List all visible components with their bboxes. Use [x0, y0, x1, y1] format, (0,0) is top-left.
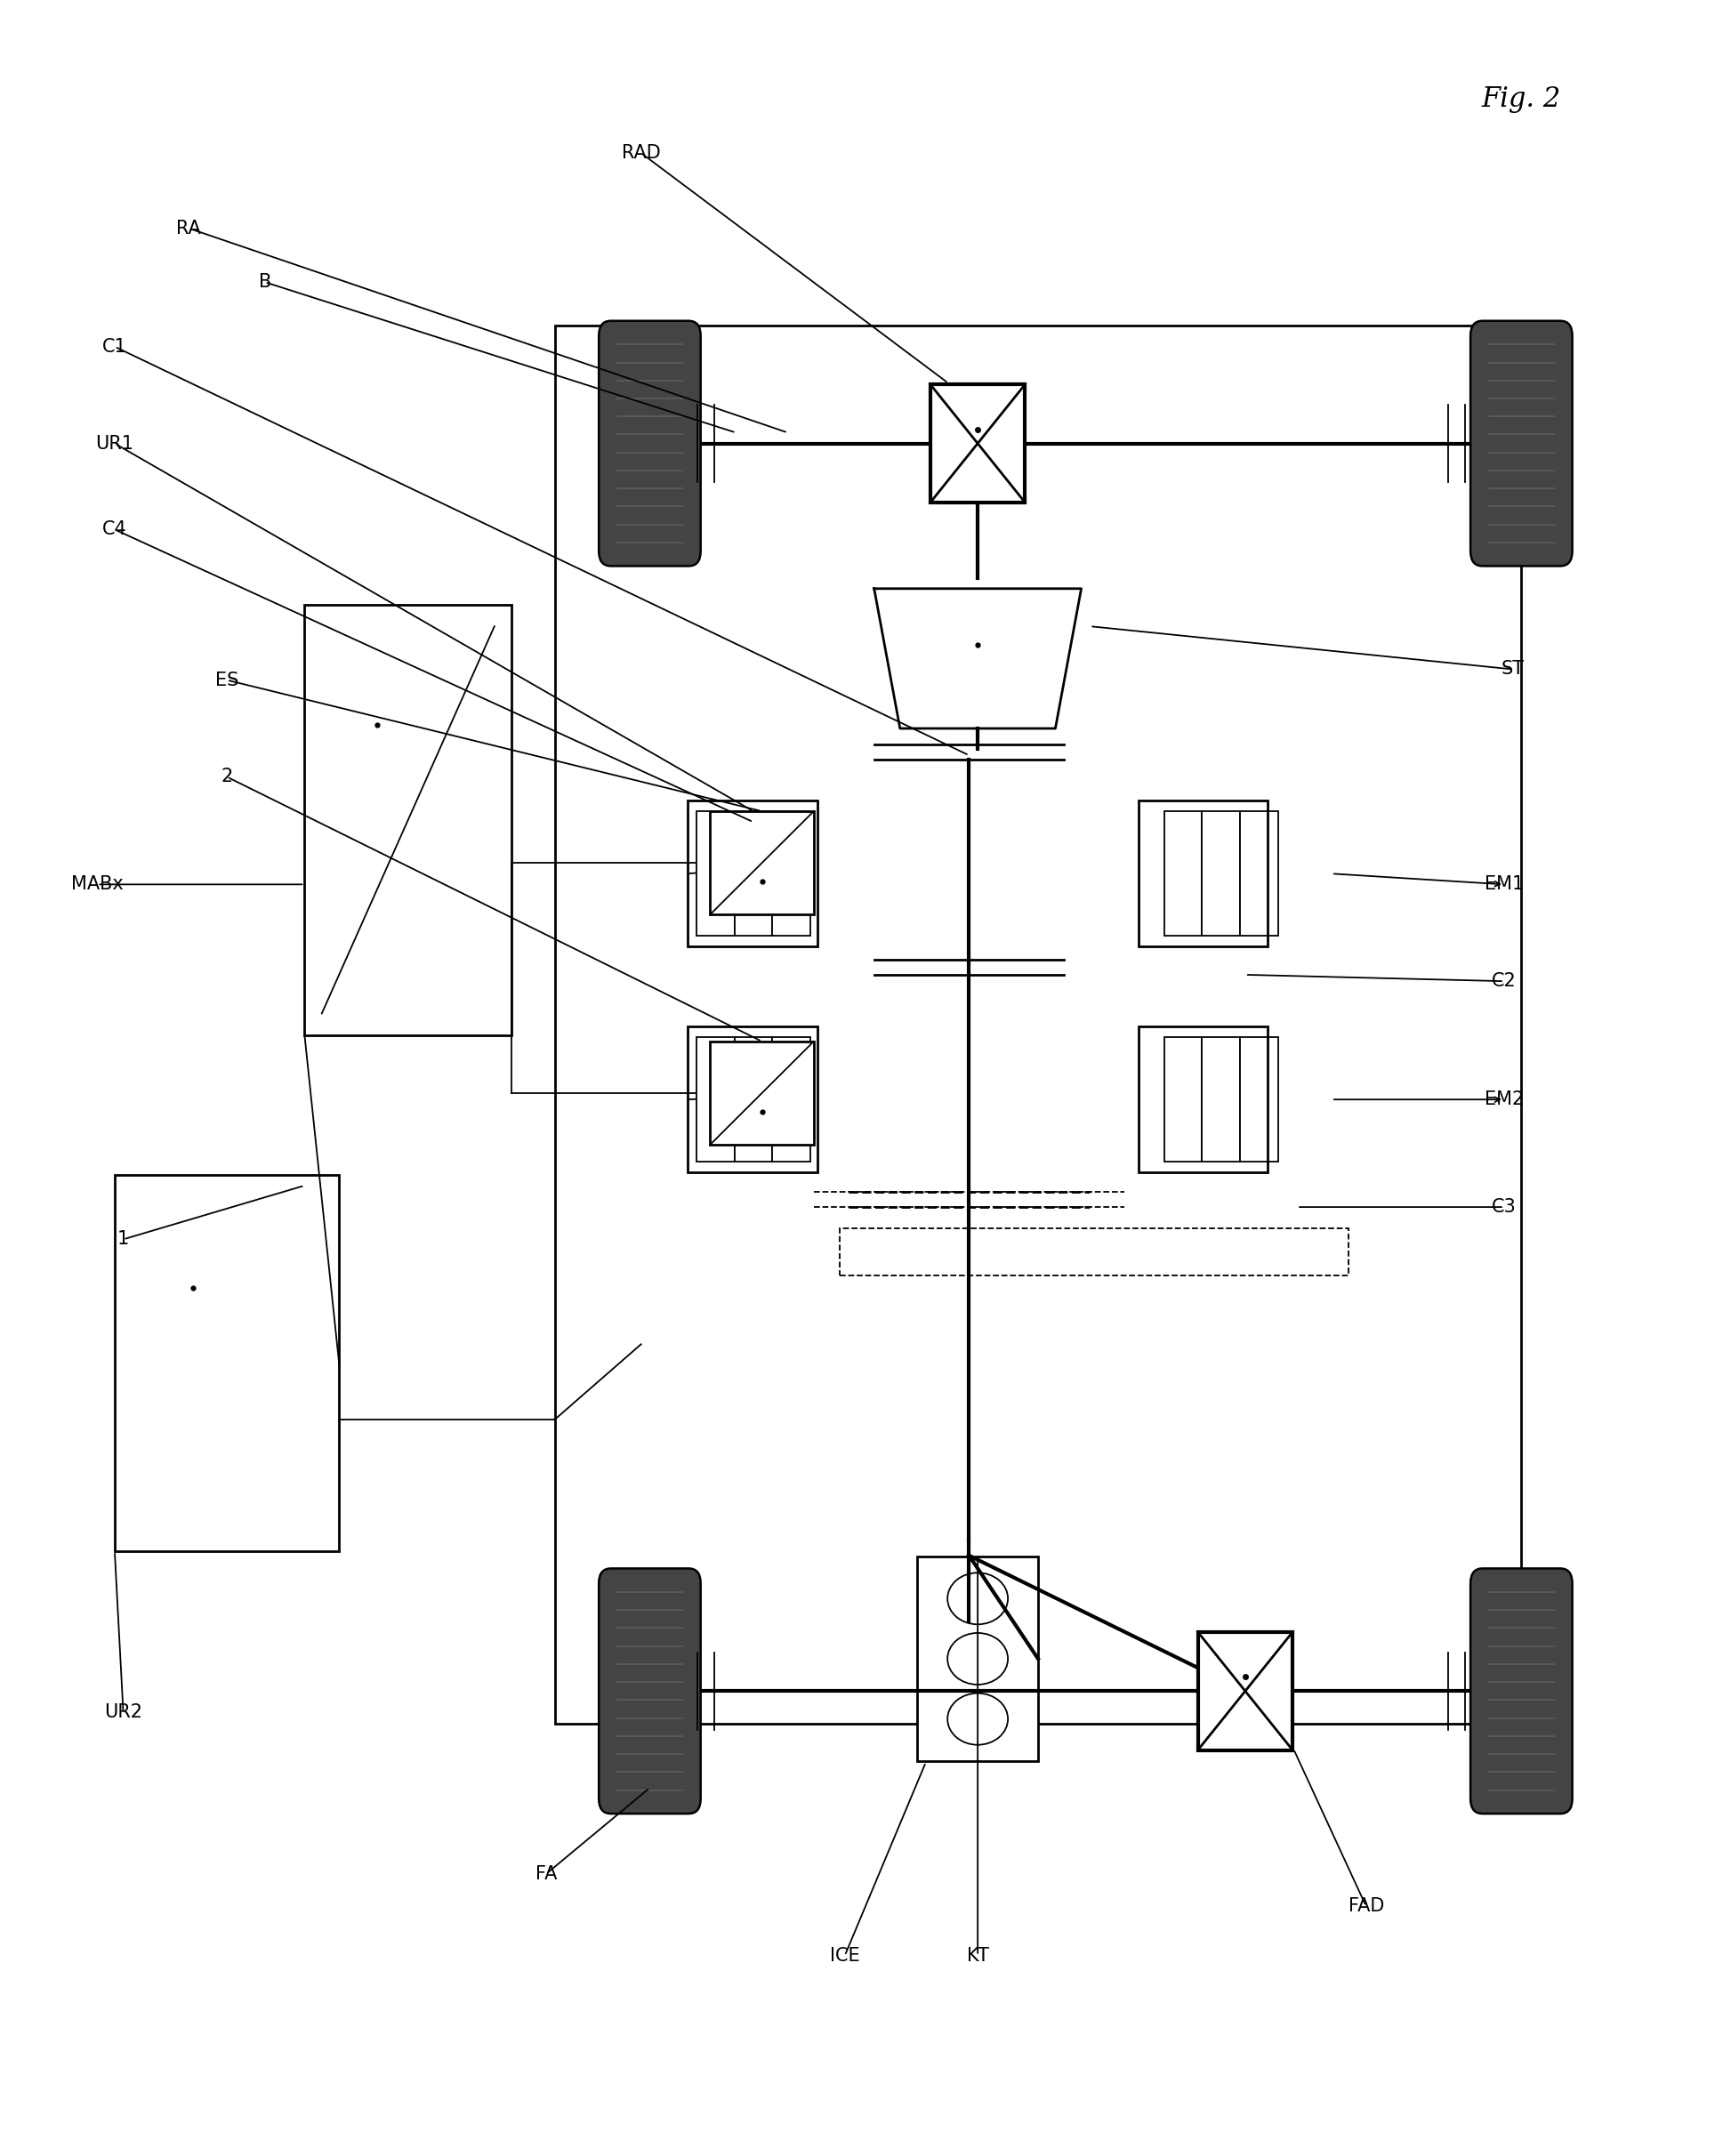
Text: MABx: MABx — [71, 875, 123, 893]
Text: C1: C1 — [102, 338, 126, 356]
Bar — [734, 1037, 772, 1162]
Text: ES: ES — [215, 671, 239, 690]
Bar — [772, 811, 810, 936]
Text: FA: FA — [535, 1865, 557, 1882]
Bar — [1198, 1632, 1293, 1751]
Bar — [1165, 1037, 1201, 1162]
Text: FAD: FAD — [1348, 1897, 1385, 1915]
Text: RA: RA — [177, 220, 201, 237]
Bar — [1201, 811, 1239, 936]
Ellipse shape — [947, 1692, 1007, 1744]
FancyBboxPatch shape — [599, 321, 701, 567]
Bar — [556, 326, 1522, 1723]
Text: ICE: ICE — [829, 1947, 860, 1964]
Bar — [734, 811, 772, 936]
Bar — [687, 800, 817, 946]
Text: UR2: UR2 — [104, 1703, 142, 1720]
Bar — [710, 1041, 814, 1145]
Polygon shape — [874, 589, 1082, 729]
Text: EM2: EM2 — [1485, 1091, 1523, 1108]
Bar — [930, 384, 1025, 502]
Bar — [1139, 800, 1267, 946]
Bar — [710, 811, 814, 914]
Text: UR1: UR1 — [95, 436, 133, 453]
FancyBboxPatch shape — [599, 1567, 701, 1813]
Text: C4: C4 — [102, 520, 126, 539]
Bar — [917, 1557, 1039, 1761]
Text: 2: 2 — [222, 768, 232, 785]
Bar — [114, 1175, 339, 1550]
Text: C3: C3 — [1492, 1199, 1516, 1216]
Text: ST: ST — [1501, 660, 1525, 679]
Bar — [1239, 811, 1277, 936]
Text: B: B — [258, 274, 272, 291]
Bar — [687, 1026, 817, 1173]
Ellipse shape — [947, 1572, 1007, 1623]
Bar — [1201, 1037, 1239, 1162]
FancyBboxPatch shape — [1470, 321, 1572, 567]
Ellipse shape — [947, 1632, 1007, 1684]
Text: RAD: RAD — [621, 144, 661, 162]
Bar — [772, 1037, 810, 1162]
Text: KT: KT — [966, 1947, 988, 1964]
Text: Fig. 2: Fig. 2 — [1482, 86, 1561, 112]
Bar — [1139, 1026, 1267, 1173]
Bar — [1165, 811, 1201, 936]
Bar — [840, 1229, 1348, 1276]
Text: C2: C2 — [1492, 972, 1516, 990]
Bar — [696, 1037, 734, 1162]
Bar — [696, 811, 734, 936]
FancyBboxPatch shape — [1470, 1567, 1572, 1813]
Text: 1: 1 — [118, 1231, 130, 1248]
Bar — [1239, 1037, 1277, 1162]
Bar — [305, 606, 512, 1035]
Text: EM1: EM1 — [1485, 875, 1523, 893]
